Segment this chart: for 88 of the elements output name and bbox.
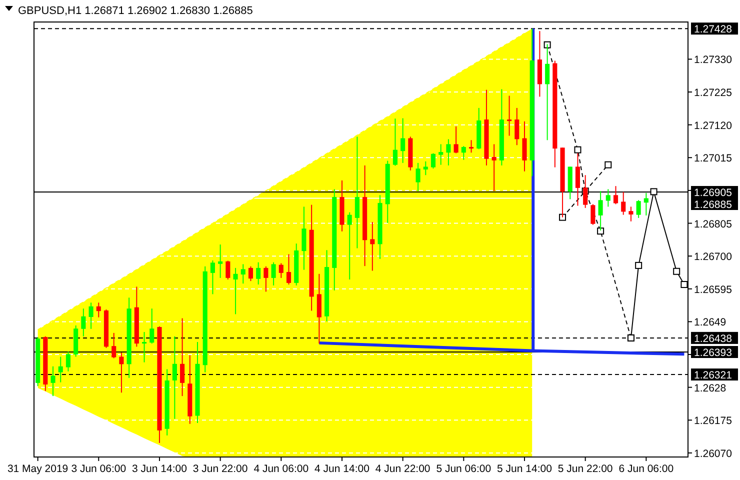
candlestick — [233, 267, 238, 315]
y-tick-label: 1.27225 — [694, 87, 732, 99]
ref-line-label: 1.27428 — [694, 24, 732, 36]
point — [559, 214, 566, 221]
y-tick-label: 1.26700 — [694, 251, 732, 264]
candlestick — [522, 120, 527, 172]
x-tick-label: 6 Jun 06:00 — [618, 463, 674, 475]
candlestick — [354, 136, 360, 249]
y-tick-label: 1.27330 — [694, 54, 732, 66]
candlestick — [492, 144, 496, 192]
candlestick — [248, 266, 254, 282]
candlestick — [606, 188, 610, 208]
candlestick — [468, 140, 474, 154]
candlestick — [256, 262, 261, 285]
candlestick — [172, 336, 177, 420]
y-tick-label: 1.2628 — [694, 382, 726, 394]
candlestick — [400, 118, 406, 164]
ref-line-label: 1.26393 — [694, 347, 732, 359]
x-tick-label: 4 Jun 14:00 — [314, 463, 370, 475]
candlestick — [438, 144, 444, 166]
y-tick-label: 1.27015 — [694, 152, 732, 165]
x-tick-label: 31 May 2019 — [7, 463, 68, 475]
candlestick — [218, 244, 223, 278]
chart-title: GBPUSD,H1 1.26871 1.26902 1.26830 1.26885 — [18, 5, 253, 17]
candlestick — [507, 95, 512, 136]
candlestick — [278, 262, 284, 278]
point — [680, 281, 688, 288]
candlestick — [392, 118, 398, 166]
candlestick — [636, 200, 641, 218]
y-tick-label: 1.26595 — [694, 284, 732, 296]
point — [673, 268, 680, 275]
y-tick-label: 1.26175 — [694, 415, 732, 428]
x-tick-label: 3 Jun 14:00 — [132, 463, 188, 475]
y-tick-label: 1.27120 — [694, 120, 732, 132]
candlestick — [150, 308, 154, 344]
candlestick — [454, 126, 458, 154]
candlestick — [226, 260, 230, 280]
ref-line-label: 1.26905 — [694, 187, 732, 199]
candlestick — [370, 222, 375, 272]
candlestick — [142, 332, 147, 363]
point — [635, 262, 642, 269]
candlestick — [180, 318, 185, 397]
point — [574, 146, 582, 154]
x-tick-label: 5 Jun 06:00 — [436, 463, 492, 475]
candlestick — [628, 206, 634, 222]
x-tick-label: 3 Jun 06:00 — [71, 463, 126, 475]
candlestick — [316, 273, 322, 344]
x-tick-label: 3 Jun 22:00 — [192, 463, 248, 475]
candlestick — [240, 264, 246, 284]
candlestick — [66, 351, 70, 372]
candlestick — [514, 107, 520, 146]
ref-line-label: 1.26321 — [694, 370, 732, 382]
y-tick-label: 1.2649 — [694, 316, 726, 329]
point — [604, 161, 612, 168]
candlestick — [644, 192, 648, 216]
candlestick — [96, 302, 101, 318]
candlestick — [583, 174, 588, 208]
candlestick — [286, 254, 292, 285]
x-tick-label: 5 Jun 14:00 — [497, 463, 552, 475]
candlestick — [347, 212, 352, 280]
candlestick — [112, 332, 116, 359]
ref-line-label: 1.26885 — [694, 199, 732, 211]
candlestick — [50, 366, 56, 397]
candlestick — [271, 262, 276, 286]
point — [650, 188, 658, 196]
candlestick — [446, 138, 451, 166]
x-tick-label: 5 Jun 22:00 — [558, 463, 613, 475]
candlestick — [621, 192, 626, 216]
candlestick — [423, 160, 428, 176]
ref-line-label: 1.26438 — [694, 332, 732, 345]
y-tick-label: 1.26070 — [694, 448, 732, 460]
candlestick — [416, 162, 420, 192]
candlestick — [58, 356, 63, 383]
y-tick-label: 1.26805 — [694, 218, 732, 230]
candlestick — [590, 204, 596, 226]
x-tick-label: 4 Jun 06:00 — [254, 463, 309, 475]
candlestick — [461, 146, 466, 160]
candlestick — [264, 266, 268, 292]
x-tick-label: 4 Jun 22:00 — [375, 463, 430, 475]
candlestick — [88, 302, 94, 330]
point — [597, 228, 604, 235]
candlestick — [302, 206, 306, 270]
candlestick — [430, 152, 436, 170]
point — [627, 334, 634, 342]
candlestick — [119, 352, 124, 394]
candlestick — [613, 186, 618, 205]
candlestick — [210, 260, 215, 295]
candlestick — [81, 308, 86, 337]
